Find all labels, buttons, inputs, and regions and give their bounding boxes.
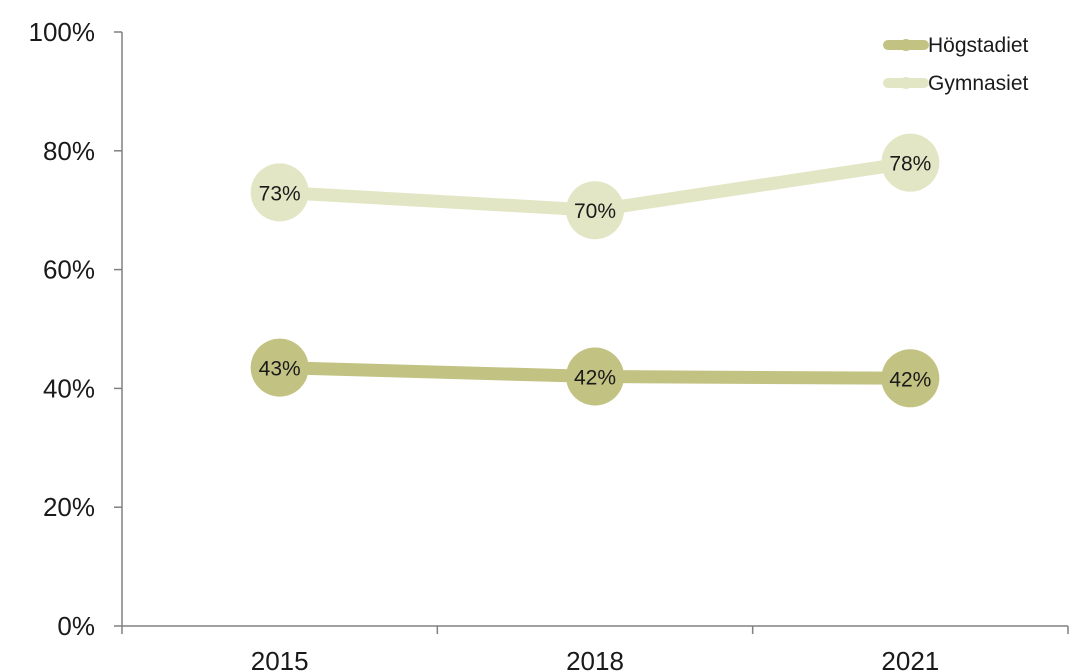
series-gymnasiet: 73% 70% 78%: [250, 133, 940, 240]
x-tick-label: 2015: [251, 646, 309, 671]
series-högstadiet: 43% 42% 42%: [250, 338, 940, 408]
data-label: 42%: [574, 367, 616, 390]
legend-label: Högstadiet: [928, 34, 1029, 57]
data-point: [250, 163, 309, 222]
data-label: 73%: [259, 182, 301, 205]
legend-swatch-marker: [900, 39, 912, 51]
y-tick-label: 60%: [43, 255, 95, 285]
data-label: 42%: [889, 368, 931, 391]
legend-item: Högstadiet: [883, 34, 1029, 57]
y-tick-label: 80%: [43, 136, 95, 166]
data-point: [566, 181, 624, 240]
data-point: [250, 338, 309, 397]
y-tick-label: 0%: [57, 611, 95, 641]
data-point: [881, 349, 940, 408]
data-point: [881, 133, 940, 192]
data-label: 43%: [259, 358, 301, 381]
legend-swatch-marker: [900, 77, 912, 89]
x-tick-label: 2021: [881, 646, 939, 671]
y-axis: 0% 20% 40% 60% 80% 100%: [29, 17, 123, 641]
legend-item: Gymnasiet: [883, 72, 1029, 95]
data-label: 78%: [889, 153, 931, 176]
legend-label: Gymnasiet: [928, 72, 1029, 95]
data-label: 70%: [574, 200, 616, 223]
x-tick-label: 2018: [566, 646, 624, 671]
data-point: [566, 347, 624, 406]
x-axis: 2015 2018 2021: [121, 625, 1069, 671]
y-tick-label: 100%: [29, 17, 96, 47]
series-layer: 43% 42% 42% 73% 70% 78%: [250, 133, 940, 408]
y-tick-label: 40%: [43, 373, 95, 403]
y-tick-label: 20%: [43, 492, 95, 522]
legend: Högstadiet Gymnasiet: [883, 34, 1029, 95]
